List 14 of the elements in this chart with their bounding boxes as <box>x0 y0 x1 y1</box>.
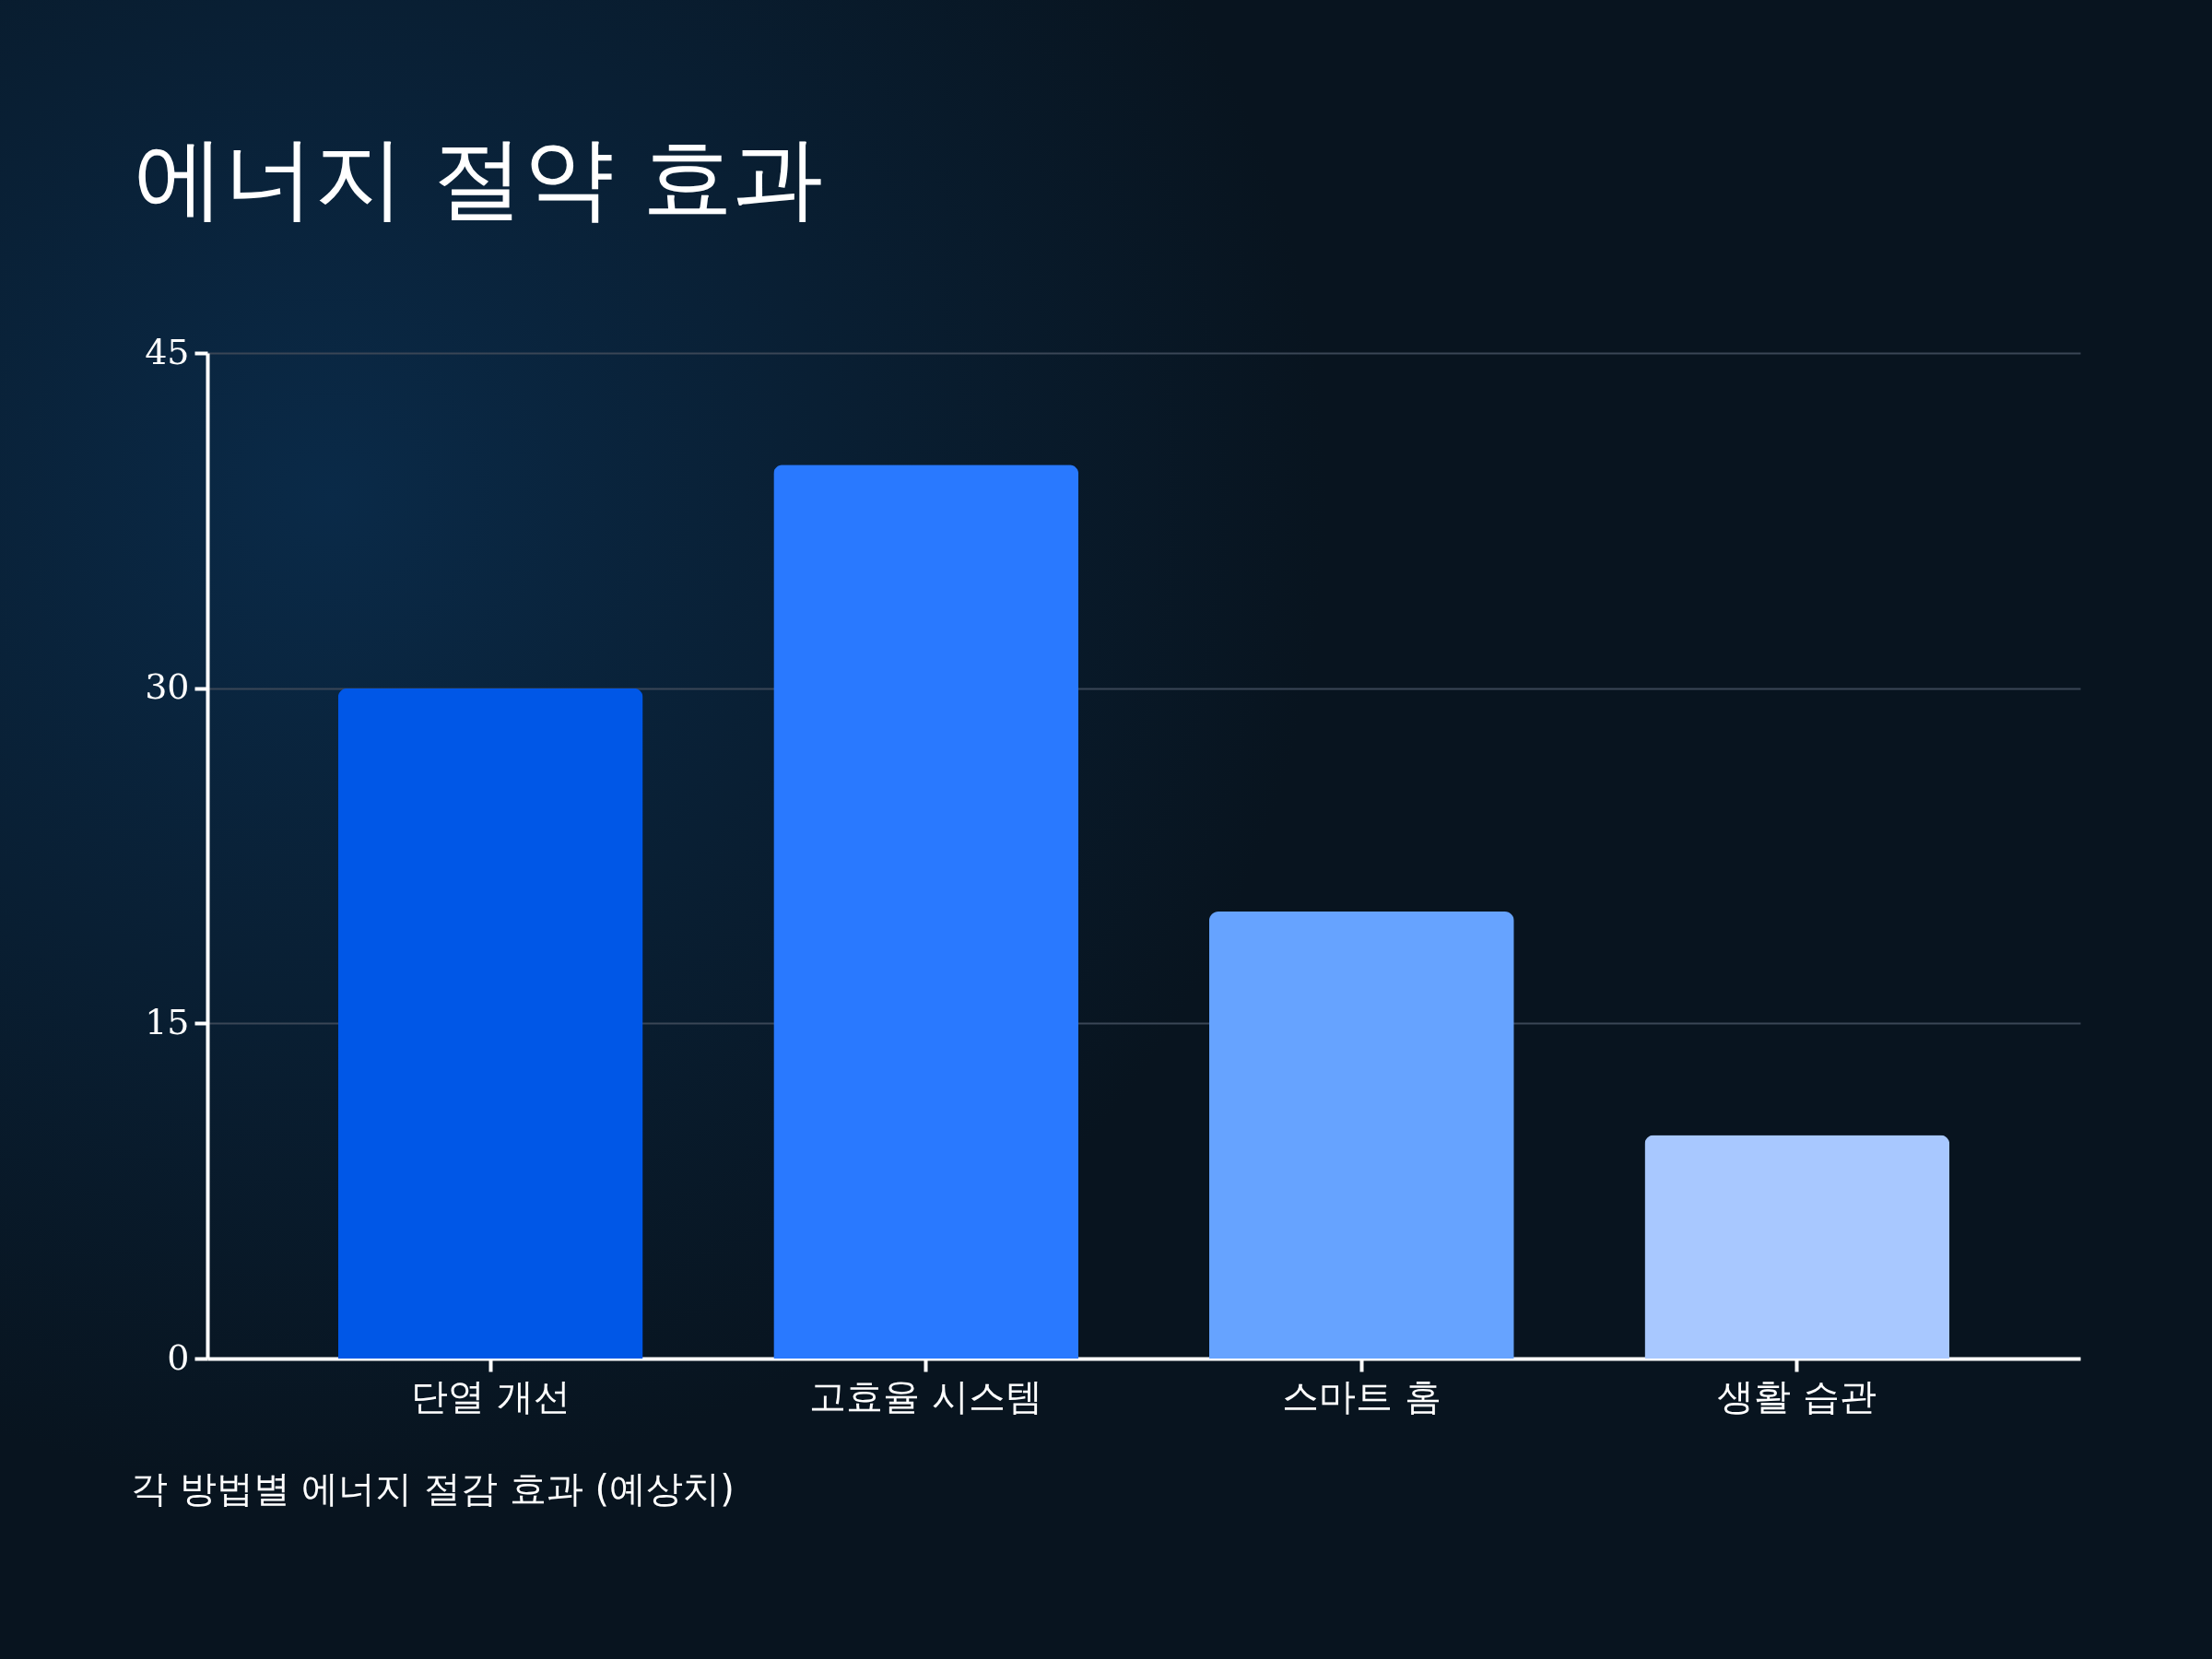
y-tick-label: 30 <box>145 666 190 708</box>
y-tick-label: 45 <box>145 331 190 372</box>
y-tick-label: 15 <box>145 1001 190 1042</box>
x-tick-label: 고효율 시스템 <box>809 1374 1043 1418</box>
chart-title: 에너지 절약 효과 <box>134 125 824 230</box>
x-tick-label: 단열 개선 <box>410 1374 571 1418</box>
y-tick-label: 0 <box>167 1336 190 1378</box>
bar <box>773 465 1079 1359</box>
bar <box>1644 1135 1950 1359</box>
text: 각 방법별 에너지 절감 효과 (예상치) <box>131 1466 735 1512</box>
x-tick-label: 생활 습관 <box>1717 1374 1877 1418</box>
bar <box>337 688 643 1359</box>
bar <box>1208 912 1514 1359</box>
x-tick-label: 스마트 홈 <box>1281 1374 1441 1418</box>
